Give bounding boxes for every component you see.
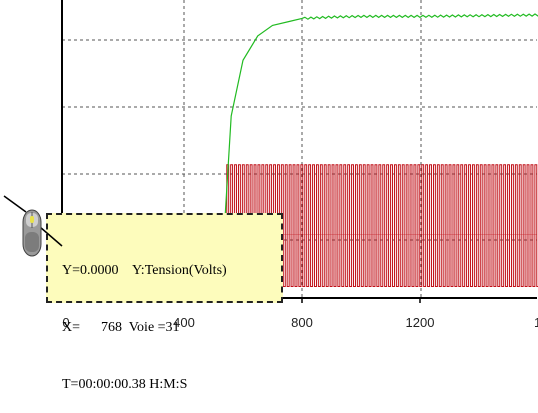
x-tick-label-1: 400 — [173, 315, 195, 330]
x-tick-label-4: 1 — [534, 315, 538, 330]
step-line — [65, 13, 538, 298]
tooltip-line-x: X= 768 Voie =31 — [62, 320, 180, 335]
tooltip-line-t: T=00:00:00.38 H:M:S — [62, 377, 188, 392]
x-tick-label-2: 800 — [291, 315, 313, 330]
pwm-line — [226, 164, 538, 288]
tooltip-line-y: Y=0.0000 Y:Tension(Volts) — [62, 263, 227, 278]
x-tick-label-0: 0 — [62, 315, 69, 330]
x-tick-labels: 0 400 800 1200 1 — [62, 315, 538, 330]
x-tick-label-3: 1200 — [406, 315, 435, 330]
series-step — [65, 13, 538, 298]
cursor-tooltip: Y=0.0000 Y:Tension(Volts) X= 768 Voie =3… — [46, 213, 283, 392]
